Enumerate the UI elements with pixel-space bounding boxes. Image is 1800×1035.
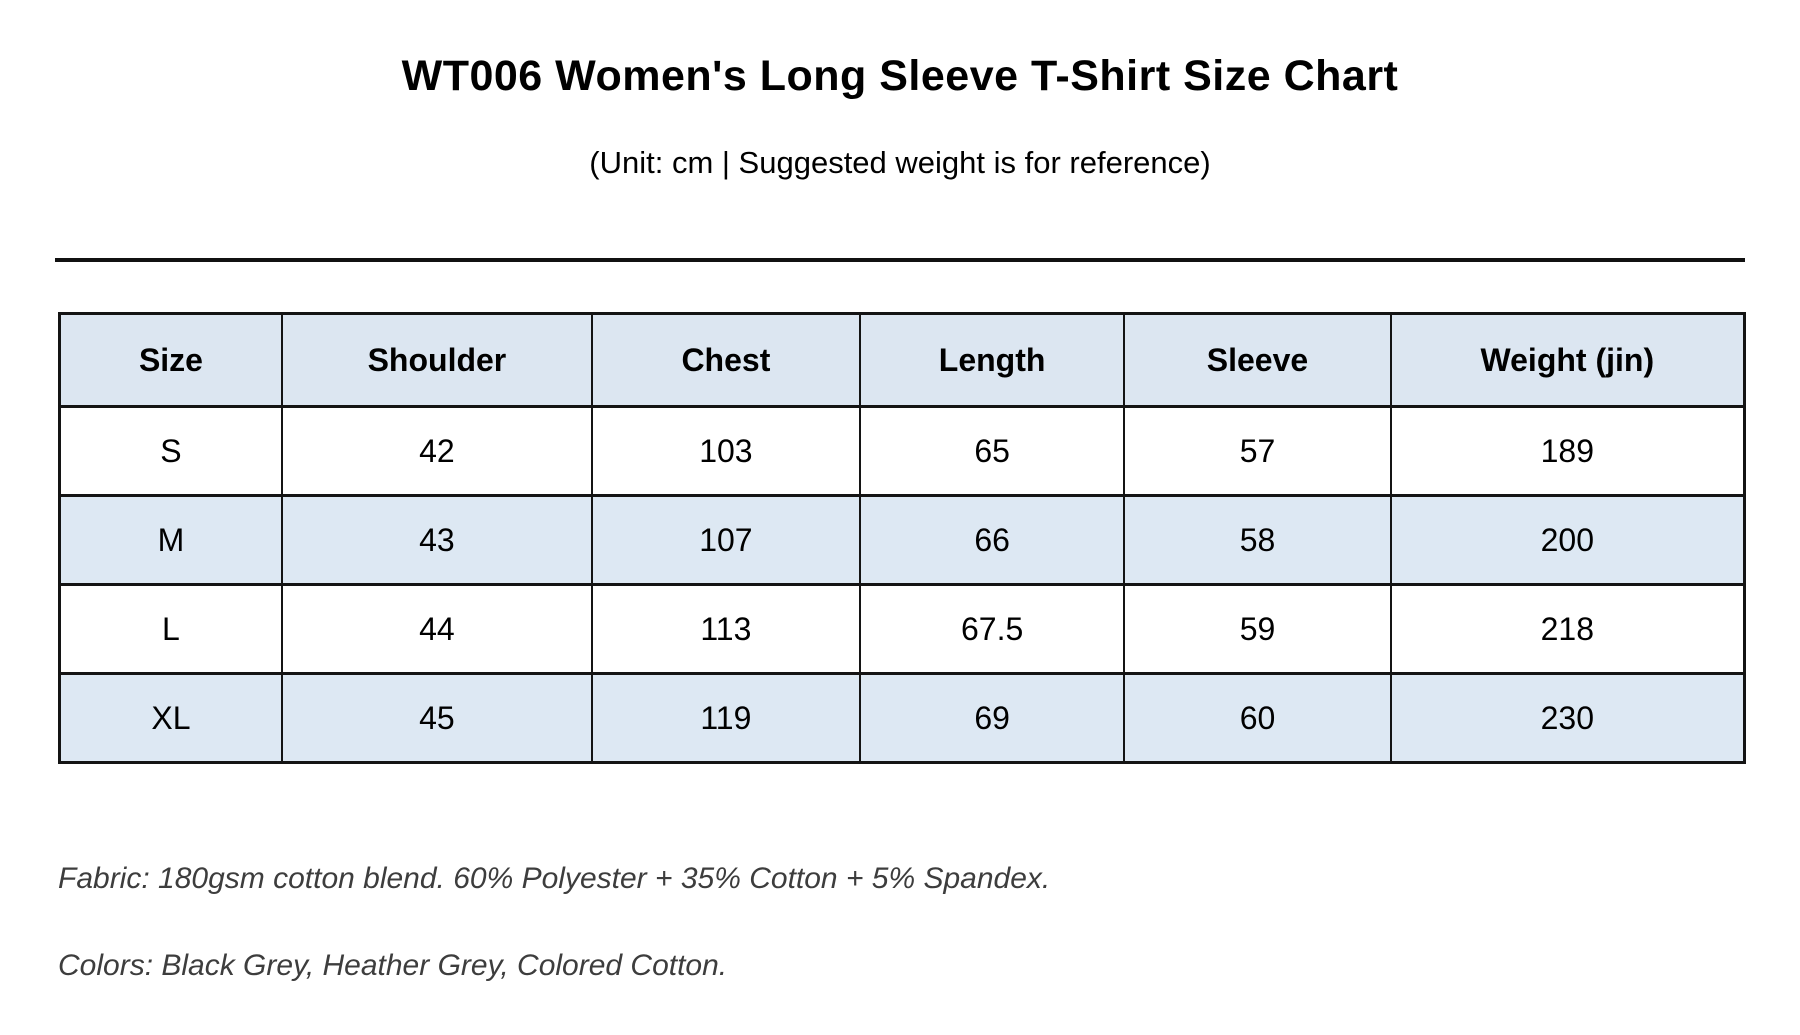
weight-cell: 230 — [1389, 672, 1746, 764]
weight-cell: 189 — [1389, 405, 1746, 497]
footnotes: Fabric: 180gsm cotton blend. 60% Polyest… — [58, 862, 1745, 982]
column-header-size: Size — [58, 312, 283, 408]
table-row-l: L 44 113 67.5 59 218 — [58, 583, 1746, 675]
shoulder-cell: 42 — [280, 405, 593, 497]
size-chart-table: Size Shoulder Chest Length Sleeve Weight… — [58, 312, 1746, 764]
length-cell: 69 — [858, 672, 1126, 764]
column-header-length: Length — [858, 312, 1126, 408]
shoulder-cell: 45 — [280, 672, 593, 764]
fabric-note: Fabric: 180gsm cotton blend. 60% Polyest… — [58, 862, 1051, 895]
horizontal-divider — [55, 258, 1745, 262]
page-subtitle: (Unit: cm | Suggested weight is for refe… — [589, 145, 1211, 180]
shoulder-cell: 43 — [280, 494, 593, 586]
table-row-xl: XL 45 119 69 60 230 — [58, 672, 1746, 764]
sleeve-cell: 60 — [1123, 672, 1392, 764]
sleeve-cell: 57 — [1123, 405, 1392, 497]
size-cell: M — [58, 494, 283, 586]
size-cell: S — [58, 405, 283, 497]
shoulder-cell: 44 — [280, 583, 593, 675]
length-cell: 66 — [858, 494, 1126, 586]
weight-cell: 218 — [1389, 583, 1746, 675]
weight-cell: 200 — [1389, 494, 1746, 586]
table-row-s: S 42 103 65 57 189 — [58, 405, 1746, 497]
chest-cell: 113 — [590, 583, 861, 675]
column-header-shoulder: Shoulder — [280, 312, 593, 408]
column-header-sleeve: Sleeve — [1123, 312, 1392, 408]
size-cell: XL — [58, 672, 283, 764]
colors-note: Colors: Black Grey, Heather Grey, Colore… — [58, 949, 728, 982]
size-cell: L — [58, 583, 283, 675]
sleeve-cell: 59 — [1123, 583, 1392, 675]
length-cell: 67.5 — [858, 583, 1126, 675]
chest-cell: 103 — [590, 405, 861, 497]
column-header-weight: Weight (jin) — [1389, 312, 1746, 408]
chest-cell: 107 — [590, 494, 861, 586]
chest-cell: 119 — [590, 672, 861, 764]
sleeve-cell: 58 — [1123, 494, 1392, 586]
table-header-row: Size Shoulder Chest Length Sleeve Weight… — [58, 312, 1746, 408]
page-title: WT006 Women's Long Sleeve T-Shirt Size C… — [401, 52, 1399, 100]
table-row-m: M 43 107 66 58 200 — [58, 494, 1746, 586]
column-header-chest: Chest — [590, 312, 861, 408]
length-cell: 65 — [858, 405, 1126, 497]
